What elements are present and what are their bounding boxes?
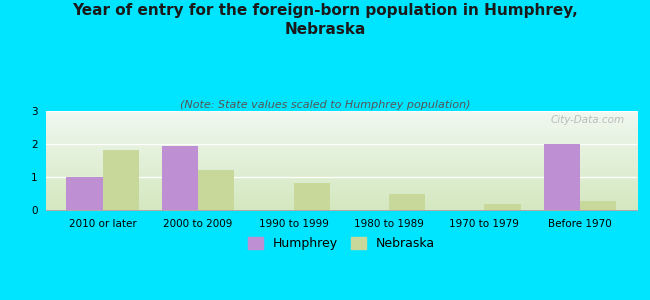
- Bar: [162, 146, 198, 210]
- Text: City-Data.com: City-Data.com: [551, 115, 625, 125]
- Bar: [580, 201, 616, 210]
- Bar: [103, 150, 139, 210]
- Bar: [294, 183, 330, 210]
- Legend: Humphrey, Nebraska: Humphrey, Nebraska: [243, 232, 439, 255]
- Bar: [66, 177, 103, 210]
- Text: (Note: State values scaled to Humphrey population): (Note: State values scaled to Humphrey p…: [180, 100, 470, 110]
- Bar: [543, 144, 580, 210]
- Bar: [484, 204, 521, 210]
- Bar: [198, 170, 235, 210]
- Text: Year of entry for the foreign-born population in Humphrey,
Nebraska: Year of entry for the foreign-born popul…: [72, 3, 578, 37]
- Bar: [389, 194, 425, 210]
